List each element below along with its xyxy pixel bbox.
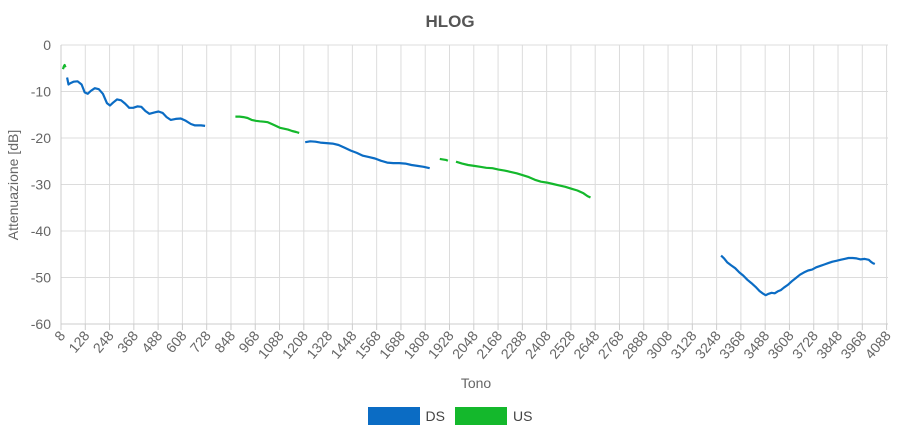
legend: DS US [0, 404, 900, 428]
x-tick-label: 2888 [619, 327, 651, 361]
x-tick-label: 1568 [352, 327, 384, 361]
x-tick-label: 608 [162, 327, 189, 355]
x-tick-label: 2648 [570, 327, 602, 361]
x-tick-label: 8 [51, 327, 68, 343]
series-line-us [455, 160, 591, 199]
chart-title: HLOG [425, 12, 474, 31]
y-tick-label: 0 [43, 37, 51, 53]
series-line-ds [720, 254, 876, 297]
x-tick-label: 3848 [813, 327, 845, 361]
grid [60, 44, 888, 325]
legend-swatch-us [455, 407, 507, 425]
x-tick-label: 2408 [522, 327, 554, 361]
x-tick-label: 1928 [425, 327, 457, 361]
y-tick-label: -40 [31, 223, 51, 239]
x-tick-label: 1688 [376, 327, 408, 361]
x-tick-label: 3008 [643, 327, 675, 361]
x-tick-label: 2768 [594, 327, 626, 361]
x-tick-label: 1328 [303, 327, 335, 361]
legend-item-us[interactable]: US [455, 407, 532, 425]
x-tick-label: 1448 [327, 327, 359, 361]
legend-label-ds: DS [425, 408, 445, 424]
y-tick-label: -20 [31, 130, 51, 146]
y-tick-label: -50 [31, 270, 51, 286]
series-line-us [439, 157, 449, 162]
x-tick-label: 2288 [497, 327, 529, 361]
x-tick-label: 248 [90, 327, 117, 355]
series-layer [61, 63, 876, 297]
x-tick-label: 488 [138, 327, 165, 355]
legend-item-ds[interactable]: DS [367, 407, 445, 425]
x-tick-label: 3368 [716, 327, 748, 361]
series-line-us [61, 63, 67, 70]
series-line-ds [305, 140, 430, 170]
x-tick-label: 1208 [279, 327, 311, 361]
series-line-us [235, 115, 300, 134]
x-tick-label: 3128 [667, 327, 699, 361]
x-tick-label: 3968 [837, 327, 869, 361]
y-tick-label: -10 [31, 84, 51, 100]
x-tick-label: 3728 [789, 327, 821, 361]
x-tick-label: 2528 [546, 327, 578, 361]
y-tick-label: -30 [31, 177, 51, 193]
x-tick-label: 3248 [692, 327, 724, 361]
x-tick-label: 3608 [764, 327, 796, 361]
x-tick-label: 1808 [400, 327, 432, 361]
y-axis-label: Attenuazione [dB] [5, 130, 21, 241]
axes: 0 -10 -20 -30 -40 -50 -60812824836848860872884… [31, 37, 894, 362]
legend-label-us: US [513, 408, 533, 424]
x-tick-label: 2168 [473, 327, 505, 361]
x-tick-label: 1088 [255, 327, 287, 361]
series-line-ds [66, 77, 206, 127]
x-tick-label: 3488 [740, 327, 772, 361]
x-tick-label: 368 [114, 327, 141, 355]
x-axis-label: Tono [461, 375, 492, 391]
y-tick-label: -60 [31, 316, 51, 332]
x-tick-label: 2048 [449, 327, 481, 361]
x-tick-label: 4088 [862, 327, 894, 361]
legend-swatch-ds [367, 407, 420, 425]
x-tick-label: 728 [187, 327, 214, 355]
x-tick-label: 128 [65, 327, 92, 355]
x-tick-label: 848 [211, 327, 238, 355]
